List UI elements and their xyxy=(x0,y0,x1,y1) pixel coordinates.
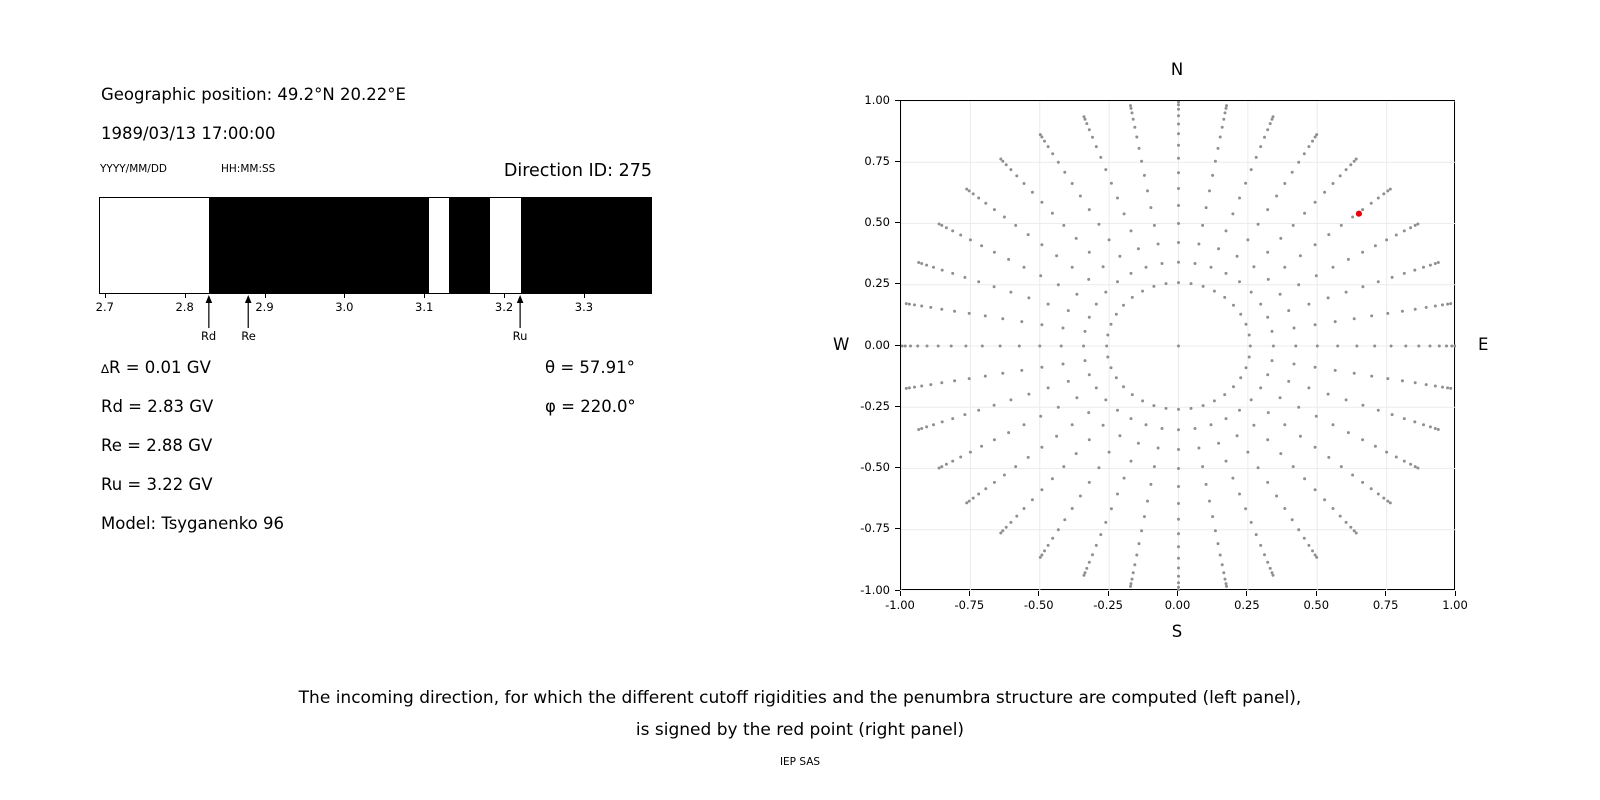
y-axis-tick-label: -0.50 xyxy=(860,460,890,474)
penumbra-bar xyxy=(99,197,652,294)
compass-label-north: N xyxy=(1170,60,1184,79)
penumbra-tick-label: 2.8 xyxy=(175,300,194,314)
x-axis-tick-label: -1.00 xyxy=(885,598,915,612)
date-format-label: YYYY/MM/DD xyxy=(100,163,168,175)
x-axis-tick-mark xyxy=(1177,591,1178,596)
y-axis-tick-label: -0.25 xyxy=(860,398,890,413)
time-format-label: HH:MM:SS xyxy=(221,163,276,175)
param-delta-r-text: R = 0.01 GV xyxy=(109,358,211,377)
compass-label-south: S xyxy=(1171,622,1183,641)
penumbra-tick-mark xyxy=(583,294,585,298)
compass-label-west: W xyxy=(833,335,850,354)
penumbra-black-band xyxy=(208,198,429,293)
red-direction-point xyxy=(1355,210,1362,217)
param-model: Model: Tsyganenko 96 xyxy=(101,514,285,533)
x-axis-tick-mark xyxy=(1038,591,1040,596)
param-theta: θ = 57.91° xyxy=(545,358,635,377)
geographic-position-text: Geographic position: 49.2°N 20.22°E xyxy=(101,85,406,104)
penumbra-tick-label: 2.7 xyxy=(95,300,114,314)
penumbra-tick-mark xyxy=(264,294,266,298)
x-axis-tick-label: 0.25 xyxy=(1234,598,1260,612)
x-axis-tick-label: -0.25 xyxy=(1093,598,1124,612)
penumbra-tick-label: 3.0 xyxy=(335,300,354,314)
x-axis-tick-mark xyxy=(1107,591,1109,596)
penumbra-tick-label: 3.1 xyxy=(415,300,434,314)
y-axis-tick-label: 1.00 xyxy=(864,92,890,107)
gray-direction-dots xyxy=(901,101,1456,591)
param-rd: Rd = 2.83 GV xyxy=(101,397,214,416)
y-axis-tick-label: 0.75 xyxy=(864,153,890,168)
direction-id-text: Direction ID: 275 xyxy=(503,161,652,181)
rigidity-marker-label: Re xyxy=(241,329,256,343)
figure-caption-line1: The incoming direction, for which the di… xyxy=(298,688,1302,708)
penumbra-tick-mark xyxy=(184,294,186,298)
penumbra-markers: Rd Re Ru xyxy=(100,295,651,349)
rigidity-marker-label: Rd xyxy=(200,329,217,343)
penumbra-axis: 2.7 2.8 2.9 3.0 3.1 3.2 3.3 xyxy=(96,294,651,318)
param-phi: φ = 220.0° xyxy=(545,397,636,416)
penumbra-tick-label: 3.2 xyxy=(494,300,514,314)
x-axis-tick-mark xyxy=(1385,591,1387,596)
x-axis-tick-mark xyxy=(1246,591,1248,596)
rigidity-marker-re: Re xyxy=(241,295,256,343)
penumbra-tick-mark xyxy=(104,294,106,298)
y-axis-tick-label: 0.50 xyxy=(864,215,890,229)
x-axis-tick-label: 1.00 xyxy=(1442,598,1468,612)
penumbra-black-band xyxy=(448,198,491,293)
penumbra-tick-label: 2.9 xyxy=(255,300,274,314)
compass-label-east: E xyxy=(1478,335,1489,354)
penumbra-tick-mark xyxy=(344,294,346,298)
observation-datetime: 1989/03/13 17:00:00 xyxy=(101,124,276,143)
param-delta-r: ∆R = 0.01 GV xyxy=(101,358,211,377)
penumbra-tick-label: 3.3 xyxy=(574,300,594,314)
rigidity-marker-ru: Ru xyxy=(512,295,528,343)
direction-plot-canvas xyxy=(901,101,1456,591)
y-axis-tick-label: -0.75 xyxy=(860,521,890,536)
x-axis-tick-mark xyxy=(1454,591,1456,596)
delta-symbol: ∆ xyxy=(101,362,110,376)
y-axis-tick-label: 0.25 xyxy=(864,276,890,291)
x-axis-tick-label: 0.50 xyxy=(1303,598,1330,612)
credit-text: IEP SAS xyxy=(779,756,821,768)
x-axis-tick-label: 0.00 xyxy=(1164,598,1191,612)
x-axis-tick-label: 0.75 xyxy=(1372,598,1399,612)
direction-plot xyxy=(900,100,1456,591)
up-arrow-icon xyxy=(516,295,524,328)
penumbra-tick-mark xyxy=(424,294,426,298)
param-ru: Ru = 3.22 GV xyxy=(101,475,213,494)
param-re: Re = 2.88 GV xyxy=(101,436,213,455)
x-axis-tick-mark xyxy=(1315,591,1317,596)
x-axis-tick-mark xyxy=(968,591,970,596)
y-axis-tick-label: -1.00 xyxy=(860,582,890,597)
x-axis-tick-label: -0.50 xyxy=(1023,598,1054,612)
rigidity-marker-label: Ru xyxy=(512,329,528,343)
up-arrow-icon xyxy=(245,295,252,328)
x-axis-tick-mark xyxy=(899,591,901,596)
up-arrow-icon xyxy=(205,295,212,328)
rigidity-marker-rd: Rd xyxy=(201,295,216,343)
x-axis-tick-label: -0.75 xyxy=(954,598,985,612)
penumbra-tick-mark xyxy=(504,294,506,298)
figure-caption-line2: is signed by the red point (right panel) xyxy=(635,720,965,740)
penumbra-black-band xyxy=(520,198,651,293)
